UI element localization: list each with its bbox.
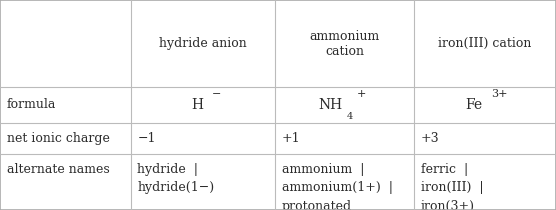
Text: Fe: Fe [465, 98, 483, 112]
Text: alternate names: alternate names [7, 163, 110, 176]
Text: ammonium  |
ammonium(1+)  |
protonated
ammonia: ammonium | ammonium(1+) | protonated amm… [282, 163, 393, 210]
Text: hydride anion: hydride anion [159, 37, 247, 50]
Text: formula: formula [7, 98, 56, 112]
Text: iron(III) cation: iron(III) cation [439, 37, 532, 50]
Text: −1: −1 [137, 132, 156, 145]
Text: +1: +1 [282, 132, 300, 145]
Text: ferric  |
iron(III)  |
iron(3+): ferric | iron(III) | iron(3+) [421, 163, 484, 210]
Text: 4: 4 [347, 112, 354, 121]
Text: +: + [357, 89, 366, 100]
Text: −: − [212, 89, 221, 100]
Text: hydride  |
hydride(1−): hydride | hydride(1−) [137, 163, 215, 194]
Text: 3+: 3+ [491, 89, 507, 100]
Text: H: H [191, 98, 203, 112]
Text: +3: +3 [421, 132, 439, 145]
Text: NH: NH [319, 98, 343, 112]
Text: net ionic charge: net ionic charge [7, 132, 110, 145]
Text: ammonium
cation: ammonium cation [310, 30, 380, 58]
